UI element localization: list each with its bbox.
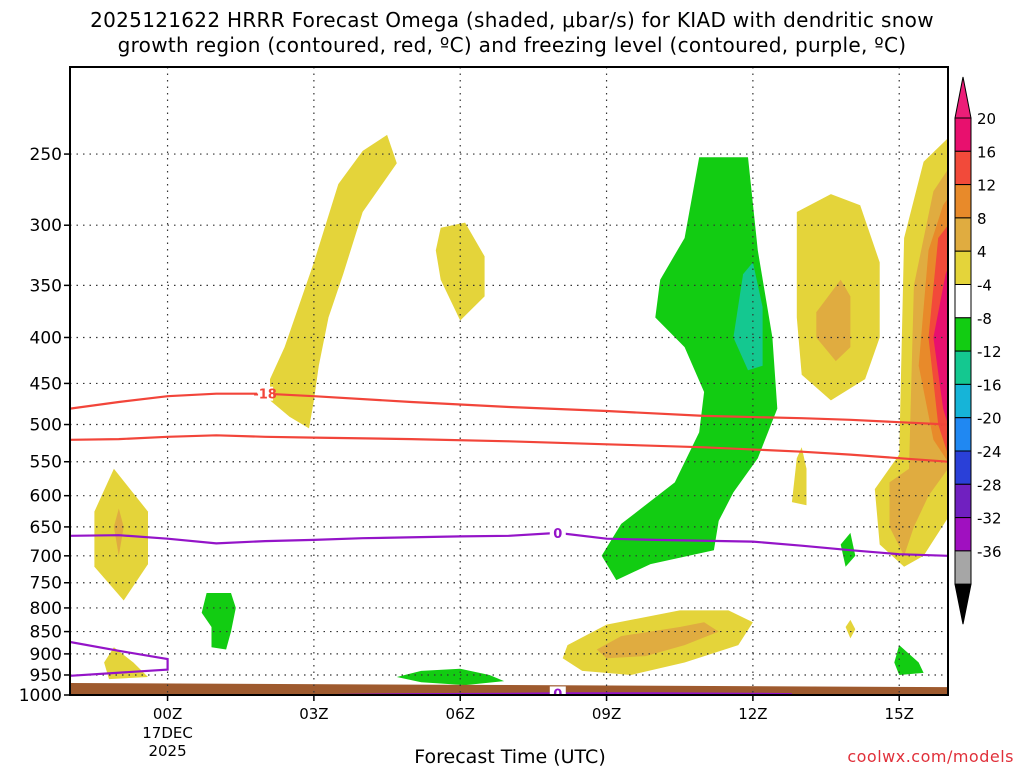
y-tick-label: 450: [30, 374, 62, 394]
colorbar-swatch: [954, 217, 972, 252]
x-tick-label: 06Z: [446, 705, 475, 723]
colorbar-label: 20: [977, 110, 996, 128]
y-tick-label: 250: [30, 145, 62, 165]
colorbar-swatch: [954, 483, 972, 519]
colorbar-label: -8: [977, 310, 992, 328]
x-tick-label: 00Z: [153, 705, 182, 723]
x-tick-sublabel: 17DEC: [142, 724, 193, 742]
colorbar-label: 12: [977, 177, 996, 195]
y-tick-label: 950: [30, 666, 62, 686]
y-tick-label: 700: [30, 547, 62, 567]
colorbar-swatch: [954, 383, 972, 419]
y-tick-label: 900: [30, 645, 62, 665]
colorbar-label: 4: [977, 243, 987, 261]
contour-line: [70, 392, 948, 426]
omega-region: [816, 279, 851, 362]
contour-label-bg: [549, 525, 566, 540]
y-tick-label: 750: [30, 574, 62, 594]
y-tick-label: 550: [30, 453, 62, 473]
colorbar-swatch: [954, 550, 972, 585]
colorbar-bottom-arrow: [954, 583, 972, 625]
y-tick-label: 400: [30, 328, 62, 348]
x-axis-title: Forecast Time (UTC): [414, 746, 606, 768]
omega-region: [733, 262, 763, 371]
omega-region: [201, 593, 236, 650]
contour-label-bg: [257, 386, 274, 401]
colorbar-swatch: [954, 450, 972, 485]
omega-region: [396, 668, 505, 686]
plot-area: -18 0 0: [70, 67, 948, 702]
colorbar-swatch: [954, 150, 972, 186]
y-tick-label: 1000: [19, 686, 62, 706]
omega-region: [601, 157, 778, 581]
colorbar-label: -20: [977, 410, 1002, 428]
colorbar-top-arrow: [954, 76, 972, 119]
x-tick-label: 15Z: [885, 705, 914, 723]
omega-region: [270, 134, 397, 429]
y-tick-label: 850: [30, 623, 62, 643]
y-tick-label: 600: [30, 487, 62, 507]
omega-region: [845, 619, 856, 639]
terrain-fill: [70, 683, 948, 695]
omega-region: [933, 268, 948, 425]
plot-frame: [69, 66, 949, 696]
chart-title-line-2: growth region (contoured, red, ºC) and f…: [117, 33, 907, 57]
x-tick-label: 12Z: [738, 705, 767, 723]
colorbar-label: -4: [977, 277, 992, 295]
colorbar-label: 16: [977, 143, 996, 161]
colorbar-label: -12: [977, 343, 1002, 361]
colorbar-label: -32: [977, 510, 1002, 528]
colorbar-label: -24: [977, 443, 1002, 461]
y-tick-label: 650: [30, 518, 62, 538]
y-tick-label: 800: [30, 599, 62, 619]
colorbar-label: -16: [977, 376, 1002, 394]
y-tick-label: 350: [30, 276, 62, 296]
omega-region: [791, 447, 807, 506]
colorbar-label: -36: [977, 543, 1002, 561]
contour-label: 0: [553, 527, 562, 542]
y-tick-label: 300: [30, 216, 62, 236]
omega-region: [435, 222, 485, 321]
colorbar-swatch: [954, 284, 972, 319]
y-tick-label: 500: [30, 416, 62, 436]
colorbar-swatch: [954, 184, 972, 219]
colorbar-swatch: [954, 517, 972, 552]
omega-region: [113, 508, 124, 556]
contour-line: [70, 531, 948, 557]
chart-title-line-1: 2025121622 HRRR Forecast Omega (shaded, …: [90, 8, 934, 32]
contour-label-bg: [549, 686, 566, 695]
colorbar-label: 8: [977, 210, 987, 228]
contour-label: -18: [253, 388, 277, 403]
contour-label: 0: [553, 687, 562, 702]
contour-line: [70, 434, 948, 463]
colorbar-swatch: [954, 417, 972, 452]
colorbar-label: -28: [977, 476, 1002, 494]
x-tick-sublabel: 2025: [148, 742, 186, 760]
credit-link[interactable]: coolwx.com/models: [847, 747, 1014, 766]
colorbar-swatch: [954, 317, 972, 352]
x-tick-label: 09Z: [592, 705, 621, 723]
x-tick-label: 03Z: [299, 705, 328, 723]
contour-line: [70, 640, 169, 677]
colorbar-swatch: [954, 350, 972, 385]
omega-region: [894, 645, 924, 675]
colorbar-swatch: [954, 250, 972, 285]
colorbar-swatch: [954, 117, 972, 152]
